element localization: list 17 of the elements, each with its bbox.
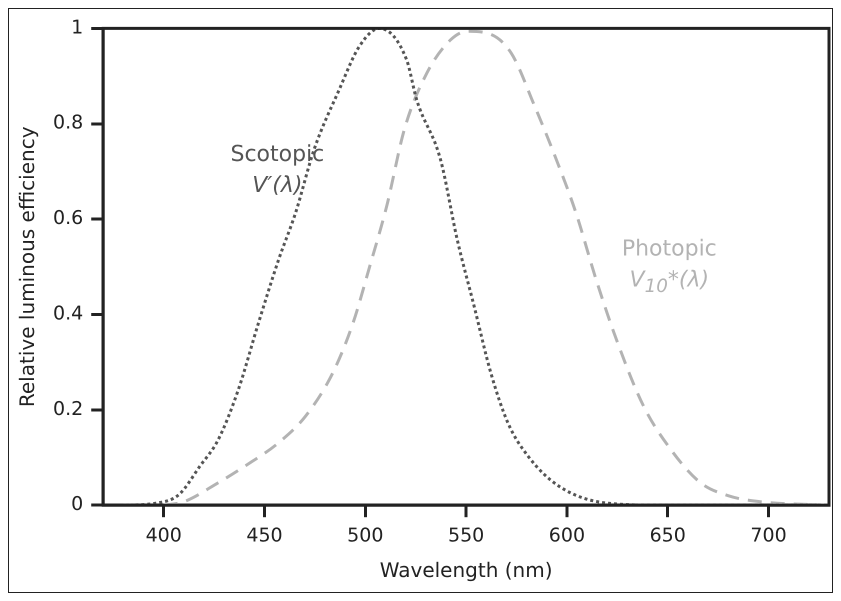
- x-tick-label: 700: [750, 524, 787, 547]
- x-axis-title: Wavelength (nm): [380, 558, 552, 582]
- x-tick-label: 550: [448, 524, 484, 547]
- y-tick-label: 0.6: [53, 207, 84, 230]
- y-tick-label: 1: [71, 16, 84, 38]
- series-label: Scotopic V′(λ): [230, 142, 324, 200]
- y-axis-title: Relative luminous efficiency: [15, 126, 40, 408]
- y-tick-label: 0.8: [53, 112, 84, 134]
- x-tick-label: 600: [548, 524, 586, 547]
- x-tick-label: 650: [650, 524, 686, 547]
- series-label: Photopic V$_{10}$*(λ): [622, 235, 717, 299]
- x-tick-label: 500: [347, 524, 384, 547]
- y-tick-label: 0.2: [53, 398, 84, 420]
- x-tick-label: 450: [246, 524, 283, 547]
- y-tick-label: 0: [71, 493, 84, 516]
- x-tick-label: 400: [146, 524, 182, 547]
- y-tick-label: 0.4: [53, 302, 84, 324]
